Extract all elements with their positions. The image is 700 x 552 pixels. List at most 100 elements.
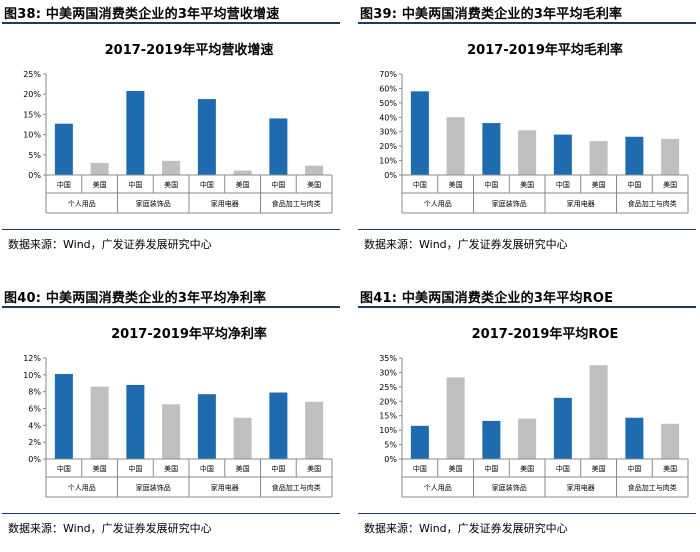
category-label: 美国 <box>307 464 321 473</box>
y-tick-label: 20% <box>379 142 397 151</box>
category-label: 美国 <box>449 180 463 189</box>
bar <box>518 130 537 175</box>
bar <box>305 165 324 175</box>
source-note: 数据来源：Wind，广发证券发展研究中心 <box>364 522 568 535</box>
category-label: 美国 <box>663 180 677 189</box>
category-label: 中国 <box>627 464 641 473</box>
group-label: 家庭装饰品 <box>136 483 171 492</box>
group-label: 食品加工与肉类 <box>272 483 321 492</box>
bar <box>553 397 572 459</box>
y-tick-label: 10% <box>379 157 397 166</box>
bar <box>126 90 145 175</box>
source-divider <box>358 229 696 230</box>
bar <box>410 425 429 459</box>
y-tick-label: 6% <box>28 405 41 414</box>
y-tick-label: 10% <box>379 426 397 435</box>
group-label: 家用电器 <box>567 199 595 208</box>
y-tick-label: 12% <box>23 354 41 363</box>
category-label: 中国 <box>200 180 214 189</box>
title-divider <box>2 306 340 308</box>
group-label: 个人用品 <box>424 200 452 208</box>
category-label: 美国 <box>663 464 677 473</box>
y-tick-label: 50% <box>379 99 397 108</box>
figure-title: 图40: 中美两国消费类企业的3年平均净利率 <box>4 291 267 306</box>
chart: 2017-2019年平均毛利率 0% 10% 20% 30% 40% 50% 60% 70% 中国… <box>379 42 689 214</box>
y-tick-label: 35% <box>379 354 397 363</box>
bar <box>162 160 181 175</box>
bar <box>661 423 680 459</box>
group-label: 个人用品 <box>68 484 96 492</box>
bar <box>410 91 429 175</box>
bar <box>126 384 145 459</box>
y-tick-label: 25% <box>23 70 41 79</box>
bar <box>446 117 465 175</box>
category-label: 中国 <box>128 464 142 473</box>
category-label: 美国 <box>520 464 534 473</box>
y-tick-label: 0% <box>28 455 41 464</box>
category-label: 美国 <box>592 464 606 473</box>
chart: 2017-2019年平均营收增速 0% 5% 10% 15% 20% 25% 中国 美国 中国 美国… <box>23 42 333 214</box>
bar <box>661 138 680 175</box>
bar <box>54 373 73 459</box>
y-tick-label: 0% <box>384 455 397 464</box>
figure-title: 图39: 中美两国消费类企业的3年平均毛利率 <box>360 7 623 22</box>
title-divider <box>358 306 696 308</box>
chart: 2017-2019年平均ROE 0% 5% 10% 15% 20% 25% 30% 35% 中国 美… <box>379 326 689 498</box>
y-tick-label: 60% <box>379 84 397 93</box>
bar <box>625 417 644 459</box>
y-tick-label: 5% <box>384 441 397 450</box>
category-label: 美国 <box>592 180 606 189</box>
category-label: 中国 <box>484 464 498 473</box>
group-label: 家庭装饰品 <box>136 199 171 208</box>
source-divider <box>2 229 340 230</box>
category-label: 中国 <box>57 180 71 189</box>
bar <box>197 99 216 175</box>
figure-panel-growth: 图38: 中美两国消费类企业的3年平均营收增速 2017-2019年平均营收增速… <box>2 0 342 268</box>
bar <box>589 365 608 459</box>
y-tick-label: 0% <box>384 171 397 180</box>
group-label: 家庭装饰品 <box>492 483 527 492</box>
bar <box>269 392 288 459</box>
category-label: 美国 <box>93 180 107 189</box>
group-label: 个人用品 <box>424 484 452 492</box>
y-tick-label: 15% <box>379 412 397 421</box>
source-divider <box>2 513 340 514</box>
category-label: 中国 <box>556 180 570 189</box>
bar <box>90 162 109 175</box>
category-label: 美国 <box>93 464 107 473</box>
y-tick-label: 40% <box>379 113 397 122</box>
bar <box>589 141 608 175</box>
group-label: 家用电器 <box>211 483 239 492</box>
chart-title: 2017-2019年平均毛利率 <box>467 42 623 58</box>
category-label: 美国 <box>449 464 463 473</box>
category-label: 中国 <box>271 180 285 189</box>
figure-title: 图41: 中美两国消费类企业的3年平均ROE <box>360 291 614 306</box>
bar <box>233 417 252 459</box>
category-label: 美国 <box>307 180 321 189</box>
group-label: 个人用品 <box>68 200 96 208</box>
y-tick-label: 5% <box>28 151 41 160</box>
group-label: 家用电器 <box>567 483 595 492</box>
bar <box>482 420 501 459</box>
source-divider <box>358 513 696 514</box>
category-label: 中国 <box>200 464 214 473</box>
y-tick-label: 8% <box>28 388 41 397</box>
source-note: 数据来源：Wind，广发证券发展研究中心 <box>8 238 212 251</box>
source-note: 数据来源：Wind，广发证券发展研究中心 <box>364 238 568 251</box>
category-label: 美国 <box>164 464 178 473</box>
figure-title: 图38: 中美两国消费类企业的3年平均营收增速 <box>4 7 280 22</box>
group-label: 食品加工与肉类 <box>628 199 677 208</box>
chart: 2017-2019年平均净利率 0% 2% 4% 6% 8% 10% 12% 中国 美国 中国 美国 中… <box>23 326 333 498</box>
y-tick-label: 20% <box>23 90 41 99</box>
figure-panel-roe: 图41: 中美两国消费类企业的3年平均ROE 2017-2019年平均ROE 0%… <box>358 284 698 552</box>
category-label: 中国 <box>271 464 285 473</box>
category-label: 中国 <box>413 464 427 473</box>
group-label: 食品加工与肉类 <box>272 199 321 208</box>
bar <box>625 136 644 175</box>
title-divider <box>2 22 340 24</box>
category-label: 美国 <box>236 464 250 473</box>
bar <box>518 418 537 459</box>
title-divider <box>358 22 696 24</box>
category-label: 美国 <box>520 180 534 189</box>
category-label: 中国 <box>413 180 427 189</box>
